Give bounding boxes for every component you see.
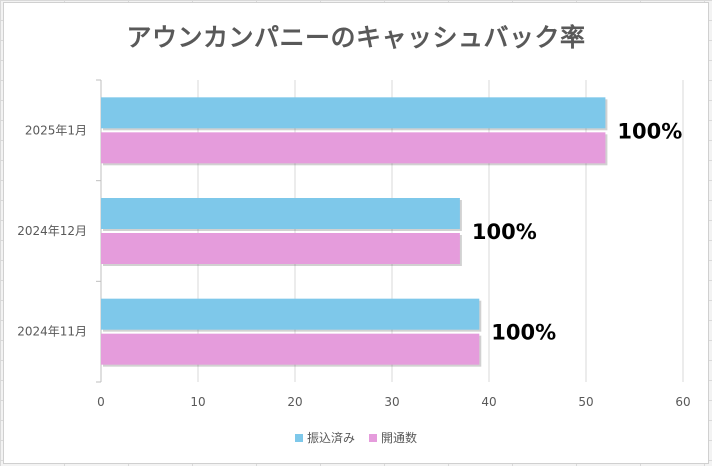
legend-label-1: 開通数 — [381, 431, 418, 445]
x-tick-label: 60 — [675, 395, 690, 409]
rate-annotation: 100% — [617, 119, 682, 143]
bar-1-0[interactable] — [101, 198, 460, 229]
bar-0-0[interactable] — [101, 97, 606, 129]
bar-2-1[interactable] — [101, 333, 480, 365]
x-tick-label: 20 — [287, 395, 302, 409]
chart-title: アウンカンパニーのキャッシュバック率 — [126, 23, 586, 52]
rate-annotation: 100% — [472, 220, 537, 244]
legend-item-0[interactable]: 振込済み — [294, 429, 355, 446]
bar-2-0[interactable] — [101, 298, 480, 330]
x-tick-label: 30 — [384, 395, 399, 409]
bar-1-1[interactable] — [101, 233, 460, 264]
legend-swatch-0 — [294, 433, 303, 442]
category-label: 2024年12月 — [17, 224, 87, 238]
category-label: 2024年11月 — [17, 325, 87, 339]
x-tick-label: 50 — [578, 395, 593, 409]
x-tick-label: 0 — [97, 395, 105, 409]
legend-label-0: 振込済み — [306, 431, 355, 445]
legend-swatch-1 — [369, 433, 377, 442]
category-label: 2025年1月 — [25, 123, 87, 137]
rate-annotation: 100% — [491, 321, 556, 345]
legend-item-1[interactable]: 開通数 — [369, 429, 417, 446]
legend[interactable]: 振込済み 開通数 — [0, 429, 712, 446]
x-tick-label: 10 — [190, 395, 205, 409]
x-tick-label: 40 — [481, 395, 496, 409]
bar-0-1[interactable] — [101, 132, 606, 164]
